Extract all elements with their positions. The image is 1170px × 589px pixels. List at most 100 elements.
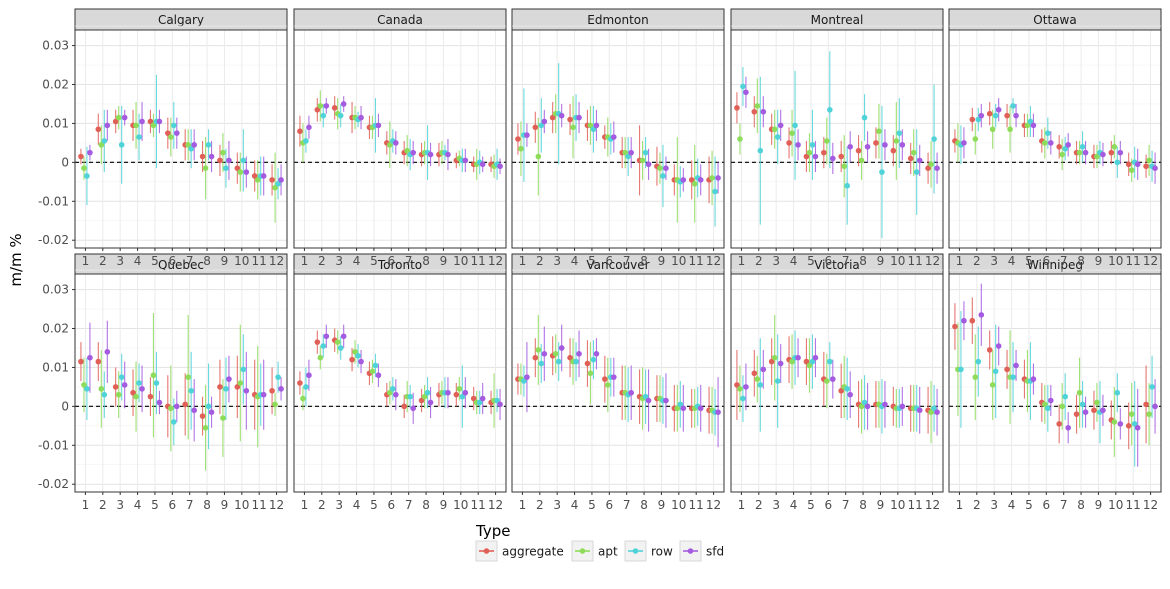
- data-point-apt: [535, 153, 542, 160]
- x-tick-label: 6: [824, 254, 832, 268]
- data-point-aggregate: [297, 380, 303, 386]
- x-tick-label: 3: [335, 498, 343, 512]
- y-tick-label: 0.02: [42, 322, 69, 336]
- data-point-sfd: [1082, 149, 1089, 156]
- data-point-row: [1149, 384, 1155, 390]
- data-point-aggregate: [269, 177, 275, 183]
- data-point-apt: [220, 149, 226, 156]
- data-point-row: [355, 352, 361, 359]
- x-tick-label: 12: [269, 254, 284, 268]
- data-point-apt: [806, 149, 813, 156]
- y-tick-label: 0.03: [42, 283, 69, 297]
- data-point-row: [337, 345, 344, 351]
- data-point-sfd: [593, 351, 600, 357]
- facet-panel-quebec: Quebec: [74, 253, 288, 493]
- data-point-sfd: [243, 169, 250, 175]
- legend-title: Type: [475, 522, 510, 540]
- data-point-row: [337, 112, 344, 119]
- data-point-apt: [387, 142, 393, 148]
- data-point-sfd: [393, 140, 399, 146]
- x-tick-label: 8: [640, 254, 648, 268]
- data-point-aggregate: [1004, 366, 1010, 373]
- data-point-row: [975, 358, 982, 365]
- facet-panel-edmonton: Edmonton: [511, 8, 725, 249]
- data-point-sfd: [1082, 409, 1089, 415]
- y-tick-label: 0.02: [42, 78, 69, 92]
- data-point-sfd: [260, 173, 267, 179]
- data-point-row: [642, 393, 649, 400]
- data-point-sfd: [628, 389, 634, 396]
- data-point-row: [205, 403, 212, 410]
- x-tick-label: 8: [422, 498, 430, 512]
- data-point-sfd: [934, 409, 940, 415]
- x-axes: 1 2 3 4 5 6 7 8 9 10 11 12 1 2 3 4 5 6 7 8 9 10 11 12 1 2 3 4 5 6 7 8 9 1…: [82, 248, 1158, 512]
- data-point-aggregate: [1073, 411, 1080, 417]
- y-tick-label: 0: [61, 155, 69, 169]
- data-point-sfd: [340, 333, 347, 340]
- x-tick-label: 11: [689, 498, 704, 512]
- x-tick-label: 11: [1126, 254, 1141, 268]
- panel-border: [730, 29, 944, 249]
- x-tick-label: 7: [1060, 498, 1068, 512]
- data-point-apt: [587, 122, 594, 129]
- data-point-apt: [824, 378, 830, 384]
- data-point-aggregate: [688, 177, 695, 183]
- data-point-sfd: [916, 407, 923, 414]
- x-tick-label: 3: [990, 254, 998, 268]
- x-tick-label: 6: [168, 254, 176, 268]
- data-point-apt: [317, 354, 324, 361]
- data-point-row: [1010, 103, 1016, 109]
- data-point-apt: [928, 161, 934, 168]
- x-tick-label: 10: [890, 254, 905, 268]
- data-point-sfd: [847, 143, 853, 150]
- data-point-sfd: [558, 112, 565, 119]
- data-point-apt: [1094, 399, 1100, 406]
- x-tick-label: 8: [203, 498, 211, 512]
- x-tick-label: 7: [623, 498, 631, 512]
- x-tick-label: 11: [471, 254, 486, 268]
- data-point-apt: [352, 349, 358, 355]
- y-tick-label: 0.01: [42, 360, 69, 374]
- x-tick-label: 11: [471, 498, 486, 512]
- data-point-sfd: [306, 124, 312, 131]
- data-point-apt: [824, 138, 830, 144]
- data-point-sfd: [715, 175, 721, 181]
- data-point-apt: [806, 362, 813, 369]
- data-point-aggregate: [925, 165, 931, 171]
- data-point-aggregate: [217, 157, 223, 164]
- facet-panel-toronto: Toronto: [293, 253, 507, 493]
- x-tick-label: 8: [422, 254, 430, 268]
- data-point-sfd: [524, 132, 530, 138]
- data-point-apt: [202, 165, 209, 171]
- data-point-row: [205, 142, 212, 148]
- y-tick-label: 0.01: [42, 116, 69, 130]
- x-tick-label: 1: [738, 254, 746, 268]
- data-point-apt: [587, 370, 594, 377]
- data-point-row: [101, 138, 108, 144]
- data-point-row: [913, 169, 920, 175]
- data-point-row: [521, 378, 527, 384]
- data-point-row: [171, 122, 177, 129]
- data-point-row: [590, 126, 597, 133]
- panel-background: [949, 274, 1161, 492]
- data-point-row: [407, 393, 413, 400]
- data-point-sfd: [978, 312, 985, 318]
- data-point-sfd: [1152, 165, 1158, 171]
- data-point-row: [958, 366, 964, 373]
- data-point-sfd: [479, 395, 486, 402]
- data-point-apt: [928, 409, 934, 415]
- data-point-sfd: [1065, 142, 1071, 148]
- data-point-apt: [317, 103, 324, 109]
- data-point-sfd: [743, 89, 749, 96]
- data-point-apt: [771, 126, 778, 133]
- data-point-row: [625, 153, 631, 160]
- data-point-aggregate: [907, 155, 914, 162]
- data-point-apt: [456, 386, 463, 392]
- data-point-row: [240, 366, 247, 373]
- data-point-row: [861, 114, 868, 121]
- x-tick-label: 9: [1095, 254, 1103, 268]
- x-tick-label: 9: [1095, 498, 1103, 512]
- data-point-aggregate: [147, 118, 154, 125]
- data-point-apt: [754, 376, 761, 382]
- data-point-row: [774, 378, 781, 384]
